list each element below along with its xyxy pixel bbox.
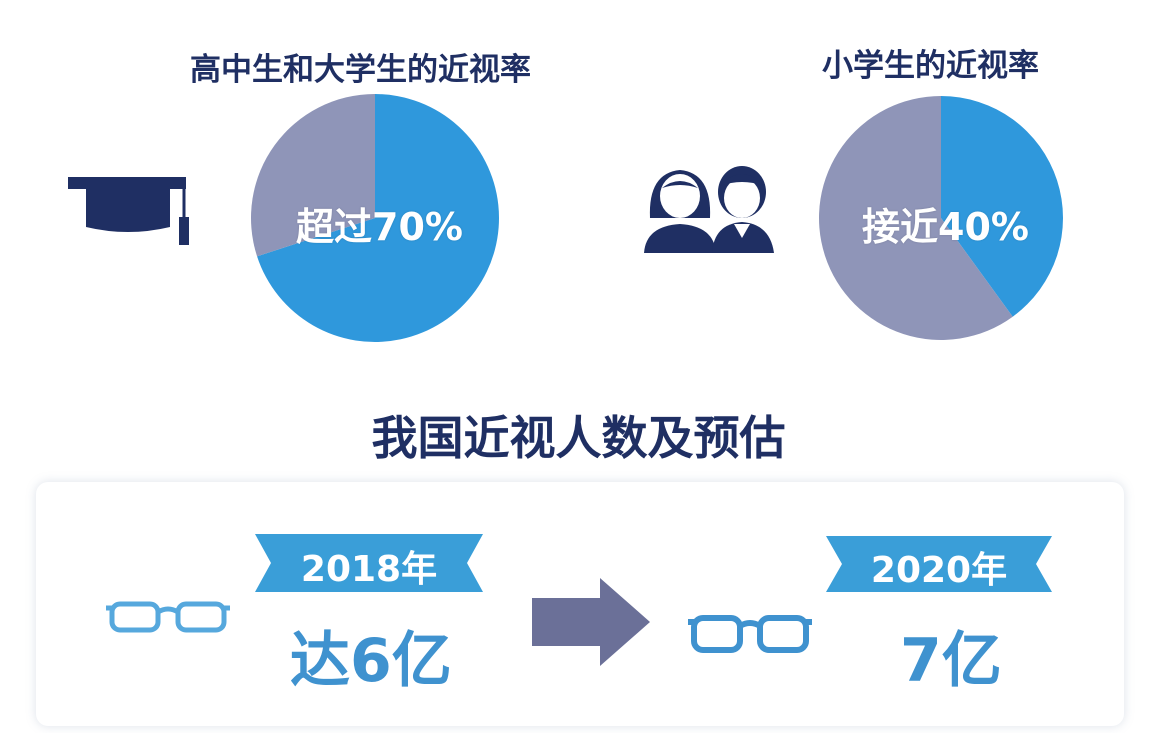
arrow-right-icon — [532, 578, 652, 666]
pie1-slice-0 — [257, 94, 499, 342]
students-icon — [640, 158, 790, 258]
year-label-2020: 2020年 — [870, 550, 1008, 591]
section-title: 我国近视人数及预估 — [371, 411, 786, 465]
year-ribbon-2020 — [826, 536, 1052, 592]
pie1-slice-1 — [250, 94, 375, 257]
pie2-slice-0 — [941, 96, 1063, 317]
pie2-title: 小学生的近视率 — [822, 48, 1039, 84]
pie2-slice-1 — [819, 96, 1013, 340]
pie2-center-label: 接近40% — [862, 205, 1029, 249]
pie-chart-2 — [819, 96, 1063, 340]
graduation-cap-icon — [66, 175, 196, 255]
glasses-icon — [106, 598, 230, 638]
value-2018: 达6亿 — [290, 626, 452, 696]
pie1-title: 高中生和大学生的近视率 — [190, 52, 531, 88]
value-2020: 7亿 — [900, 626, 1002, 696]
glasses-icon — [688, 612, 812, 656]
year-label-2018: 2018年 — [300, 549, 438, 590]
pie1-center-label: 超过70% — [296, 205, 463, 249]
year-ribbon-2018 — [255, 534, 483, 592]
pie-chart-1 — [250, 94, 499, 342]
